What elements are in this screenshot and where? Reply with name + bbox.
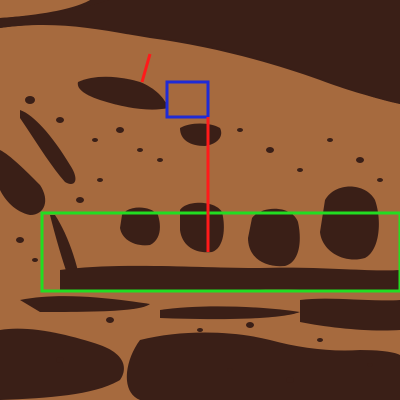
speckle-1 [25, 96, 35, 104]
speckle-8 [97, 178, 103, 182]
dark-region-bottom-left [0, 328, 124, 400]
cavity-4 [320, 186, 379, 260]
annotation-box-green [40, 211, 400, 293]
speckle-23 [286, 377, 294, 383]
speckle-11 [297, 168, 303, 172]
speckle-18 [197, 328, 203, 332]
speckle-2 [56, 117, 64, 123]
dark-channel-left-1 [0, 150, 46, 215]
speckle-10 [266, 147, 274, 153]
dark-streak-1 [20, 296, 150, 312]
speckle-9 [237, 128, 243, 132]
speckle-7 [76, 197, 84, 203]
speckle-24 [367, 363, 373, 367]
speckle-21 [56, 357, 64, 363]
speckle-19 [246, 322, 254, 328]
speckle-20 [317, 338, 323, 342]
speckle-6 [157, 158, 163, 162]
dark-streak-2 [160, 306, 300, 320]
speckle-22 [227, 368, 233, 372]
speckle-5 [137, 148, 143, 152]
cavity-1 [120, 207, 160, 246]
dark-patch-upper [77, 76, 168, 110]
annotation-box-blue [165, 80, 210, 119]
speckle-4 [116, 127, 124, 133]
dark-band-lower [60, 265, 400, 291]
speckle-12 [327, 138, 333, 142]
speckle-14 [377, 178, 383, 182]
annotation-line-red-upper [140, 53, 152, 83]
speckle-3 [92, 138, 98, 142]
dark-region-bottom-center [126, 332, 400, 400]
speckle-17 [106, 317, 114, 323]
tissue-region-top [0, 0, 90, 18]
tissue-speckles [16, 96, 383, 383]
dark-band-top [0, 0, 400, 104]
speckle-16 [32, 258, 38, 262]
cavity-2 [180, 202, 224, 253]
speckle-15 [16, 237, 24, 243]
cavity-3 [248, 208, 300, 267]
dark-channel-left-2 [20, 110, 76, 185]
dark-region-bottom-right [300, 298, 400, 331]
dark-patch-center [180, 123, 222, 146]
speckle-13 [356, 157, 364, 163]
